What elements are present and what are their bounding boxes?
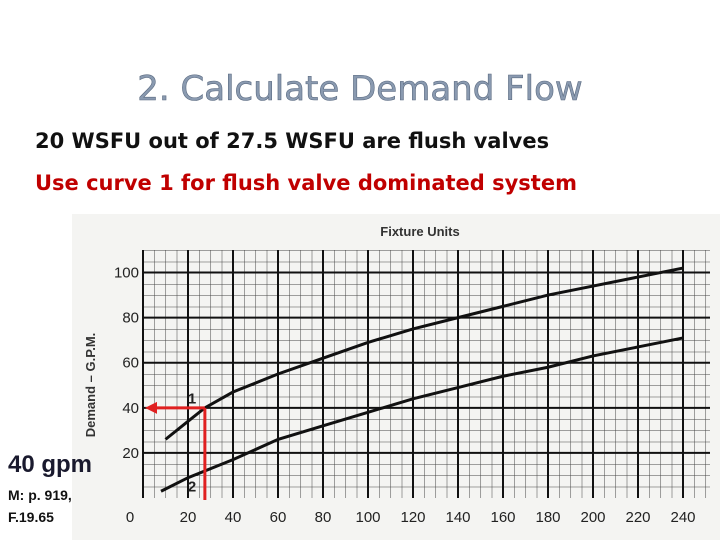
x-tick-label: 80 xyxy=(315,509,332,526)
x-tick-label: 20 xyxy=(180,509,197,526)
curve-label: 1 xyxy=(188,390,196,407)
x-axis-label: Fixture Units xyxy=(380,224,459,239)
x-tick-label: 120 xyxy=(400,509,425,526)
slide-title: 2. Calculate Demand Flow xyxy=(137,69,582,109)
curve xyxy=(164,266,684,441)
x-tick-label: 180 xyxy=(535,509,560,526)
y-tick-label: 40 xyxy=(122,400,139,417)
x-tick-label: 0 xyxy=(126,509,134,526)
statement: 20 WSFU out of 27.5 WSFU are flush valve… xyxy=(35,129,549,153)
y-tick-label: 100 xyxy=(114,265,139,282)
marker-arrowhead xyxy=(145,401,157,414)
y-tick-label: 80 xyxy=(122,310,139,327)
curve-label: 2 xyxy=(188,479,196,496)
x-tick-label: 40 xyxy=(225,509,242,526)
x-tick-label: 60 xyxy=(270,509,287,526)
source: F.19.65 xyxy=(8,509,54,525)
x-tick-label: 220 xyxy=(625,509,650,526)
x-tick-label: 240 xyxy=(670,509,695,526)
y-tick-label: 60 xyxy=(122,355,139,372)
y-axis-label: Demand – G.P.M. xyxy=(83,333,98,438)
callout: 40 gpm xyxy=(8,451,92,478)
x-tick-label: 160 xyxy=(490,509,515,526)
statement: Use curve 1 for flush valve dominated sy… xyxy=(35,171,577,195)
source: M: p. 919, xyxy=(8,487,72,503)
x-tick-label: 100 xyxy=(355,509,380,526)
curve xyxy=(160,336,684,493)
x-tick-label: 200 xyxy=(580,509,605,526)
y-tick-label: 20 xyxy=(122,445,139,462)
x-tick-label: 140 xyxy=(445,509,470,526)
